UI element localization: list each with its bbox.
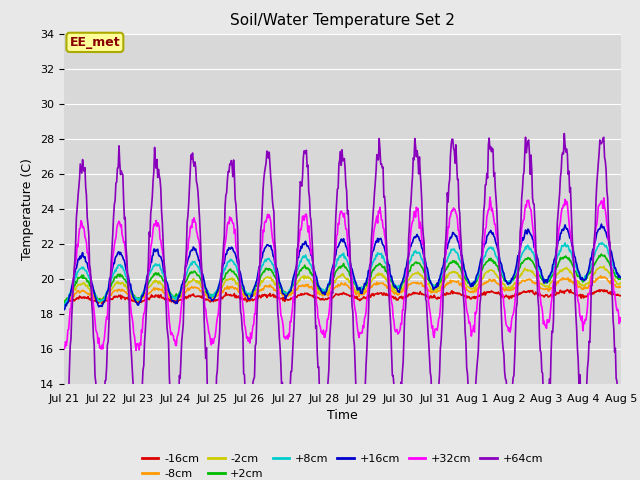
+2cm — [70, 284, 78, 289]
-16cm — [185, 293, 193, 299]
+8cm — [214, 287, 221, 292]
+32cm — [60, 346, 68, 352]
+64cm — [617, 393, 625, 398]
Line: +8cm: +8cm — [64, 243, 621, 305]
+2cm — [410, 261, 418, 267]
+32cm — [411, 209, 419, 215]
+32cm — [132, 348, 140, 353]
+64cm — [428, 375, 435, 381]
-2cm — [428, 287, 435, 293]
-2cm — [600, 264, 607, 269]
+16cm — [127, 288, 135, 293]
+16cm — [70, 273, 78, 279]
-8cm — [617, 284, 625, 290]
Title: Soil/Water Temperature Set 2: Soil/Water Temperature Set 2 — [230, 13, 455, 28]
+8cm — [127, 288, 135, 294]
+16cm — [598, 221, 605, 227]
-16cm — [128, 298, 136, 304]
+64cm — [214, 349, 222, 355]
Line: +2cm: +2cm — [64, 254, 621, 302]
-2cm — [185, 279, 193, 285]
+64cm — [185, 201, 193, 207]
+8cm — [410, 249, 418, 254]
+16cm — [410, 235, 418, 240]
-8cm — [428, 290, 435, 296]
+32cm — [127, 311, 135, 317]
+16cm — [60, 307, 68, 312]
+64cm — [561, 131, 568, 136]
+16cm — [214, 288, 221, 294]
+32cm — [486, 194, 494, 200]
+2cm — [60, 300, 68, 305]
+32cm — [428, 317, 435, 323]
+8cm — [617, 275, 625, 280]
Line: +16cm: +16cm — [64, 224, 621, 310]
Legend: -16cm, -8cm, -2cm, +2cm, +8cm, +16cm, +32cm, +64cm: -16cm, -8cm, -2cm, +2cm, +8cm, +16cm, +3… — [138, 449, 547, 480]
Line: -8cm: -8cm — [64, 276, 621, 303]
-16cm — [617, 293, 625, 299]
+16cm — [617, 275, 625, 280]
Text: EE_met: EE_met — [70, 36, 120, 49]
+64cm — [61, 433, 68, 439]
+32cm — [617, 318, 625, 324]
-2cm — [214, 291, 222, 297]
X-axis label: Time: Time — [327, 409, 358, 422]
-8cm — [128, 294, 136, 300]
-16cm — [564, 287, 572, 292]
Y-axis label: Temperature (C): Temperature (C) — [22, 158, 35, 260]
+2cm — [426, 280, 434, 286]
+64cm — [411, 136, 419, 142]
-8cm — [60, 299, 68, 304]
+64cm — [60, 421, 68, 427]
+32cm — [70, 271, 78, 277]
-2cm — [97, 299, 104, 305]
+8cm — [426, 278, 434, 284]
+2cm — [598, 251, 605, 257]
+8cm — [598, 240, 606, 246]
+2cm — [184, 274, 192, 280]
-2cm — [70, 286, 78, 291]
+16cm — [184, 257, 192, 263]
Line: +64cm: +64cm — [64, 133, 621, 436]
+16cm — [426, 278, 434, 284]
+8cm — [70, 279, 78, 285]
+2cm — [127, 290, 135, 296]
-2cm — [411, 271, 419, 276]
+32cm — [185, 236, 193, 242]
+2cm — [214, 289, 221, 295]
-8cm — [61, 300, 68, 306]
-16cm — [428, 293, 435, 299]
+8cm — [60, 302, 68, 308]
-8cm — [185, 287, 193, 293]
-16cm — [98, 300, 106, 306]
-16cm — [411, 289, 419, 295]
-2cm — [60, 298, 68, 304]
+64cm — [71, 258, 79, 264]
+2cm — [617, 276, 625, 282]
+64cm — [128, 365, 136, 371]
-8cm — [411, 280, 419, 286]
-16cm — [214, 298, 222, 303]
-16cm — [60, 299, 68, 305]
Line: -16cm: -16cm — [64, 289, 621, 303]
-8cm — [597, 273, 605, 279]
+32cm — [214, 312, 222, 318]
Line: +32cm: +32cm — [64, 197, 621, 350]
-8cm — [214, 292, 222, 298]
-8cm — [71, 290, 79, 296]
+8cm — [184, 266, 192, 272]
-2cm — [128, 293, 136, 299]
-2cm — [617, 281, 625, 287]
-16cm — [70, 298, 78, 304]
Line: -2cm: -2cm — [64, 266, 621, 302]
